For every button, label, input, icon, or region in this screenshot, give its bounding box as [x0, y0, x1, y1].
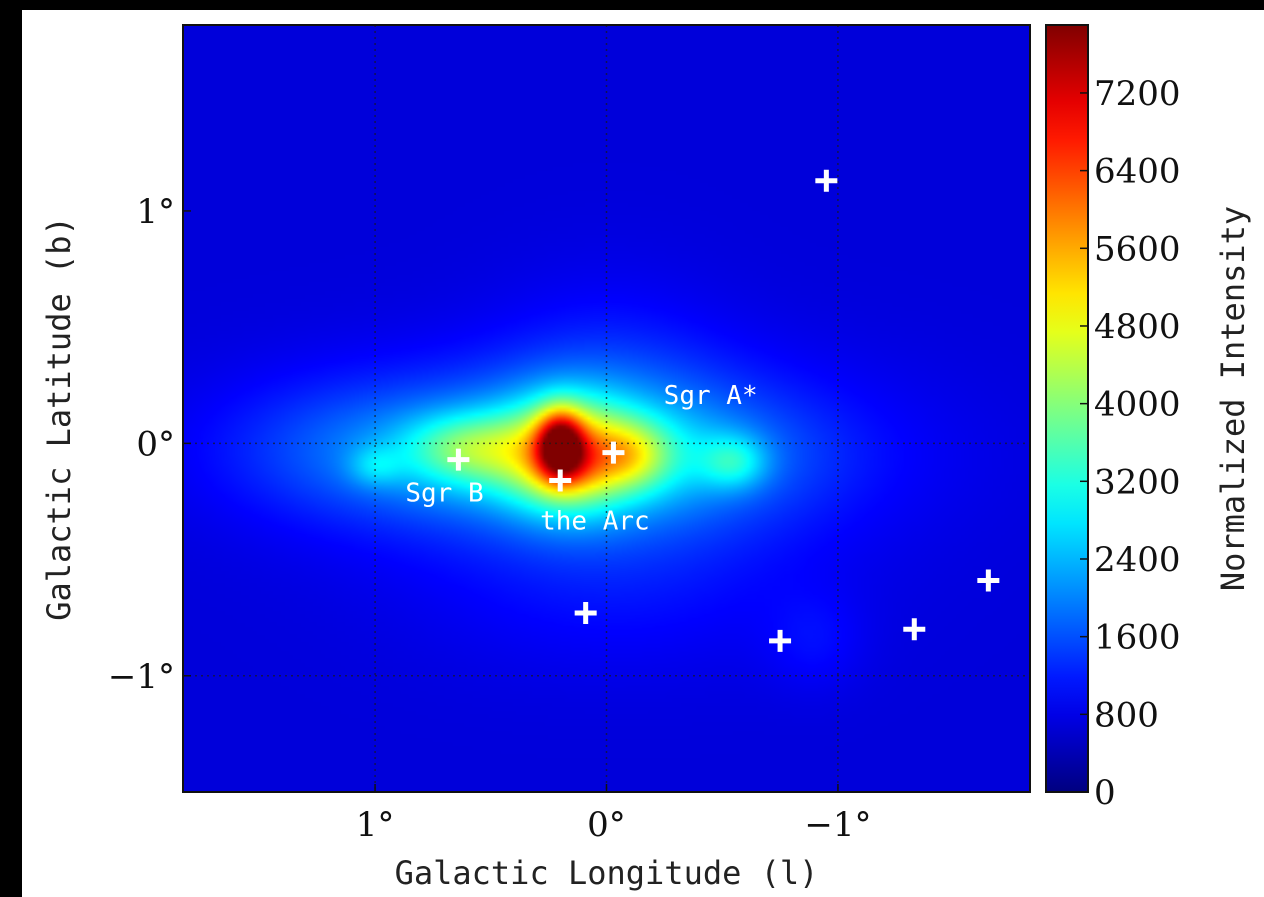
colorbar-tick-label: 4800 [1094, 307, 1181, 347]
colorbar-tick-label: 3200 [1094, 462, 1181, 502]
y-tick-label: −1° [108, 657, 175, 697]
cross-marker [977, 569, 1000, 592]
x-tick-label: 1° [356, 805, 395, 845]
colorbar [1045, 24, 1089, 793]
colorbar-tick-label: 2400 [1094, 540, 1181, 580]
colorbar-tick-label: 5600 [1094, 229, 1181, 269]
x-tick-label: 0° [587, 805, 626, 845]
cross-marker [903, 618, 926, 641]
x-tick-label: −1° [804, 805, 871, 845]
annotation-label: Sgr B [405, 478, 483, 508]
y-tick-label: 0° [136, 424, 175, 464]
cross-marker [447, 448, 470, 471]
cross-marker [769, 629, 792, 652]
colorbar-tick-label: 0 [1094, 773, 1116, 813]
x-axis-label: Galactic Longitude (l) [395, 854, 819, 892]
colorbar-tick-label: 6400 [1094, 152, 1181, 192]
colorbar-tick-label: 800 [1094, 695, 1159, 735]
annotation-label: Sgr A* [664, 381, 758, 411]
cross-marker [602, 441, 625, 464]
colorbar-label: Normalized Intensity [1214, 206, 1252, 591]
cross-marker [815, 169, 838, 192]
cross-marker [549, 469, 572, 492]
colorbar-tick-label: 4000 [1094, 385, 1181, 425]
colorbar-tick-label: 1600 [1094, 618, 1181, 658]
y-axis-label: Galactic Latitude (b) [40, 216, 78, 621]
annotation-label: the Arc [540, 506, 650, 536]
y-tick-label: 1° [136, 192, 175, 232]
colorbar-tick-label: 7200 [1094, 74, 1181, 114]
cross-marker [574, 602, 597, 625]
